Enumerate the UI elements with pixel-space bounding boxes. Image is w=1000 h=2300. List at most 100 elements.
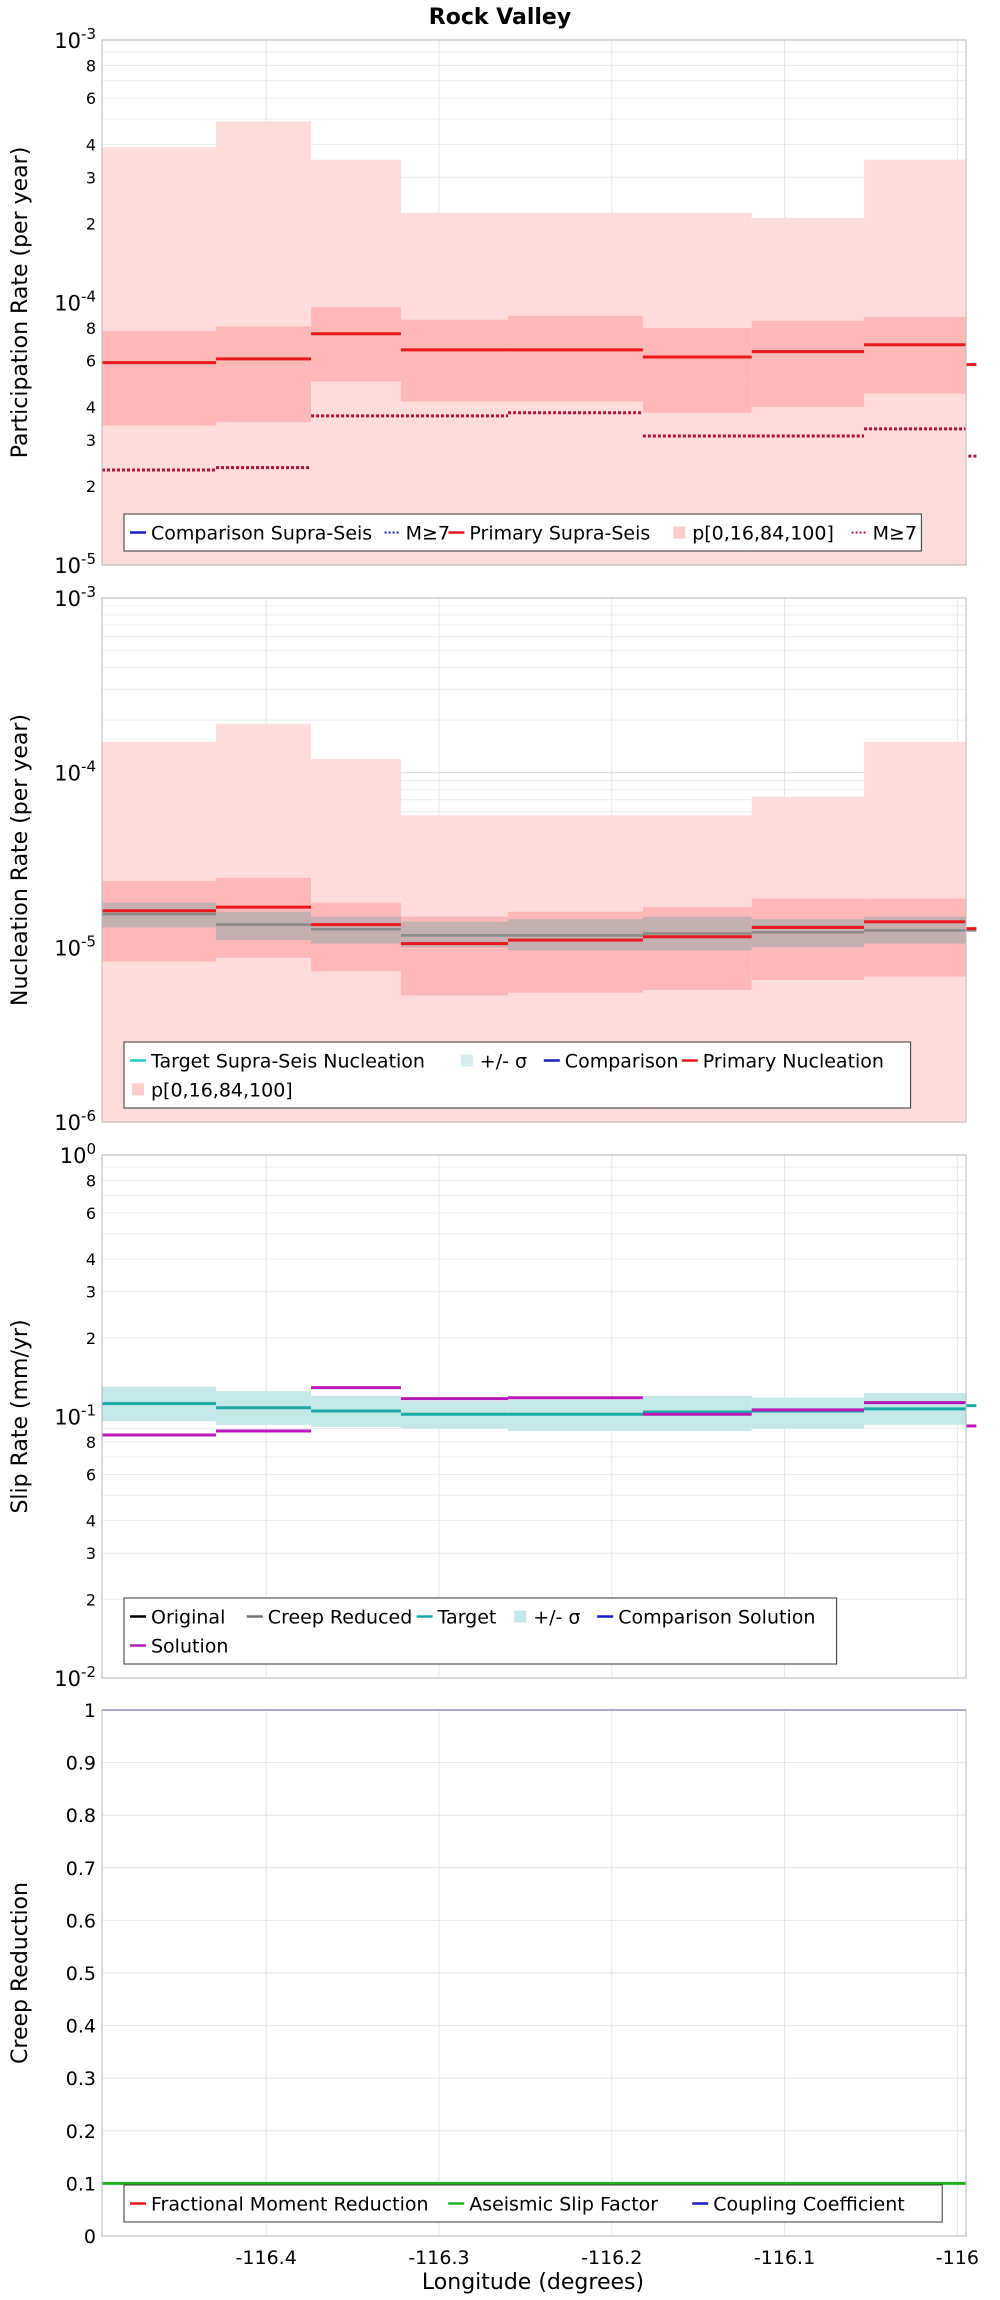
- nucleation-series-target-supra-seis-nucleation: [102, 912, 977, 937]
- nucleation-legend-label: Comparison: [565, 1051, 679, 1073]
- nucleation-legend-label: Target Supra-Seis Nucleation: [150, 1051, 425, 1073]
- creep-legend-label: Fractional Moment Reduction: [151, 2194, 429, 2216]
- participation-band-bin: [400, 319, 509, 402]
- slip-series-solution: [102, 1386, 977, 1437]
- creep-y-tick-label: 0.9: [66, 1753, 96, 1775]
- participation-y-minor-tick-label: 3: [86, 431, 96, 450]
- creep-y-tick-label: 0.4: [66, 2016, 96, 2038]
- slip-legend-box: [123, 1597, 838, 1665]
- creep-legend-label: Coupling Coefficient: [713, 2194, 905, 2216]
- participation-y-axis-label: Participation Rate (per year): [8, 147, 33, 459]
- slip-y-tick-label: 10-1: [54, 1402, 96, 1430]
- nucleation-legend-label: +/- σ: [480, 1051, 527, 1073]
- participation-y-minor-tick-label: 4: [86, 135, 96, 154]
- participation-legend-label: p[0,16,84,100]: [692, 523, 834, 545]
- slip-y-tick-label: 100: [60, 1140, 96, 1168]
- creep-legend-label: Aseismic Slip Factor: [469, 2194, 658, 2216]
- slip-legend-label: Solution: [151, 1636, 228, 1658]
- participation-y-minor-tick-label: 8: [86, 56, 96, 75]
- creep-y-tick-label: 0.1: [66, 2173, 96, 2195]
- slip-y-tick-label: 10-2: [54, 1663, 96, 1691]
- slip-y-axis-label: Slip Rate (mm/yr): [8, 1319, 33, 1513]
- nucleation-y-tick-label: 10-6: [54, 1107, 96, 1135]
- slip-y-minor-tick-label: 6: [86, 1204, 96, 1223]
- participation-band-bin: [311, 307, 401, 382]
- slip-y-minor-tick-label: 4: [86, 1512, 96, 1531]
- slip-legend-label: Original: [151, 1607, 225, 1629]
- panel-slip: 10-2 10-1 100 2 3 4 6 8 2 3 4 6 8 Slip Rate (mm/yr) Or…: [8, 1140, 977, 1691]
- creep-y-tick-label: 0.3: [66, 2068, 96, 2090]
- x-tick-label: -116.2: [581, 2247, 642, 2269]
- participation-series-m-7: [102, 411, 977, 472]
- participation-band-1: [102, 307, 966, 426]
- slip-legend-label: Target: [437, 1607, 497, 1629]
- creep-y-tick-label: 1: [84, 1700, 96, 1722]
- slip-y-minor-tick-label: 3: [86, 1283, 96, 1302]
- creep-y-axis-label: Creep Reduction: [8, 1882, 33, 2064]
- participation-band-bin: [642, 327, 752, 413]
- slip-legend-label: Comparison Solution: [618, 1607, 815, 1629]
- participation-legend-box: [123, 513, 922, 552]
- creep-frame: [101, 1709, 967, 2237]
- participation-legend-label: M≥7: [873, 523, 917, 545]
- x-tick-label: -116.4: [236, 2247, 297, 2269]
- nucleation-legend-label: p[0,16,84,100]: [151, 1080, 293, 1102]
- participation-y-minor-tick-label: 6: [86, 89, 96, 108]
- creep-y-tick-label: 0.5: [66, 1963, 96, 1985]
- creep-y-tick-label: 0.2: [66, 2121, 96, 2143]
- creep-legend: Fractional Moment Reduction Aseismic Slip…: [123, 2184, 943, 2223]
- x-axis-ticks: -116.4 -116.3 -116.2 -116.1 -116: [236, 2247, 979, 2269]
- x-tick-label: -116.1: [754, 2247, 815, 2269]
- slip-band-bin: [751, 1397, 865, 1429]
- slip-y-minor-tick-label: 8: [86, 1433, 96, 1452]
- nucleation-legend-swatch: [132, 1083, 144, 1096]
- participation-band-bin: [102, 330, 217, 426]
- nucleation-y-tick-label: 10-3: [54, 583, 96, 611]
- participation-legend: Comparison Supra-Seis M≥7 Primary Supra-Se…: [123, 513, 922, 552]
- nucleation-y-tick-label: 10-4: [54, 758, 96, 786]
- panel-creep: 0 0.1 0.2 0.3 0.4 0.5 0.6 0.7 0.8 0.9 1 Creep Reduc…: [8, 1700, 967, 2248]
- slip-y-minor-tick-label: 2: [86, 1590, 96, 1609]
- slip-y-minor-tick-label: 8: [86, 1171, 96, 1190]
- x-tick-label: -116: [936, 2247, 979, 2269]
- creep-legend-box: [123, 2184, 943, 2223]
- participation-band-bin: [864, 317, 966, 394]
- nucleation-y-axis-label: Nucleation Rate (per year): [8, 714, 33, 1006]
- slip-y-minor-tick-label: 2: [86, 1329, 96, 1348]
- nucleation-legend-label: Primary Nucleation: [703, 1051, 884, 1073]
- participation-legend-label: M≥7: [406, 523, 450, 545]
- nucleation-legend: Target Supra-Seis Nucleation +/- σ Compari…: [123, 1041, 912, 1109]
- participation-y-tick-label: 10-4: [54, 288, 96, 316]
- panel-participation: 10-5 10-4 10-3 2 3 4 6 8 2 3 4 6 8 Participation Rate…: [8, 25, 977, 578]
- participation-band-bin: [216, 326, 312, 423]
- participation-y-minor-tick-label: 3: [86, 168, 96, 187]
- chart-title: Rock Valley: [429, 5, 571, 30]
- nucleation-y-tick-label: 10-5: [54, 932, 96, 960]
- slip-y-minor-tick-label: 3: [86, 1544, 96, 1563]
- nucleation-frame: [101, 597, 967, 1123]
- participation-y-minor-tick-label: 8: [86, 319, 96, 338]
- slip-legend: Original Creep Reduced Target +/- σ Comparis…: [123, 1597, 838, 1665]
- panel-nucleation: 10-6 10-5 10-4 10-3 Nucleation Rate (per yea…: [8, 583, 977, 1135]
- creep-y-tick-label: 0.8: [66, 1805, 96, 1827]
- participation-y-minor-tick-label: 2: [86, 214, 96, 233]
- creep-y-tick-label: 0.6: [66, 1910, 96, 1932]
- slip-y-minor-tick-label: 6: [86, 1466, 96, 1485]
- participation-legend-swatch: [673, 526, 686, 539]
- nucleation-legend-box: [123, 1041, 912, 1109]
- slip-legend-label: +/- σ: [533, 1607, 580, 1629]
- slip-y-minor-tick-label: 4: [86, 1250, 96, 1269]
- slip-legend-label: Creep Reduced: [268, 1607, 412, 1629]
- participation-series-primary-supra-seis: [102, 332, 977, 367]
- participation-y-tick-label: 10-5: [54, 550, 96, 578]
- slip-legend-swatch: [514, 1610, 527, 1623]
- nucleation-legend-swatch: [460, 1054, 473, 1067]
- participation-legend-label: Primary Supra-Seis: [469, 523, 650, 545]
- participation-y-tick-label: 10-3: [54, 25, 96, 53]
- slip-frame: [101, 1154, 967, 1679]
- participation-y-minor-tick-label: 6: [86, 352, 96, 371]
- panels: 10-5 10-4 10-3 2 3 4 6 8 2 3 4 6 8 Participation Rate…: [8, 25, 979, 2269]
- participation-band-bin: [508, 315, 643, 402]
- participation-frame: [101, 39, 967, 566]
